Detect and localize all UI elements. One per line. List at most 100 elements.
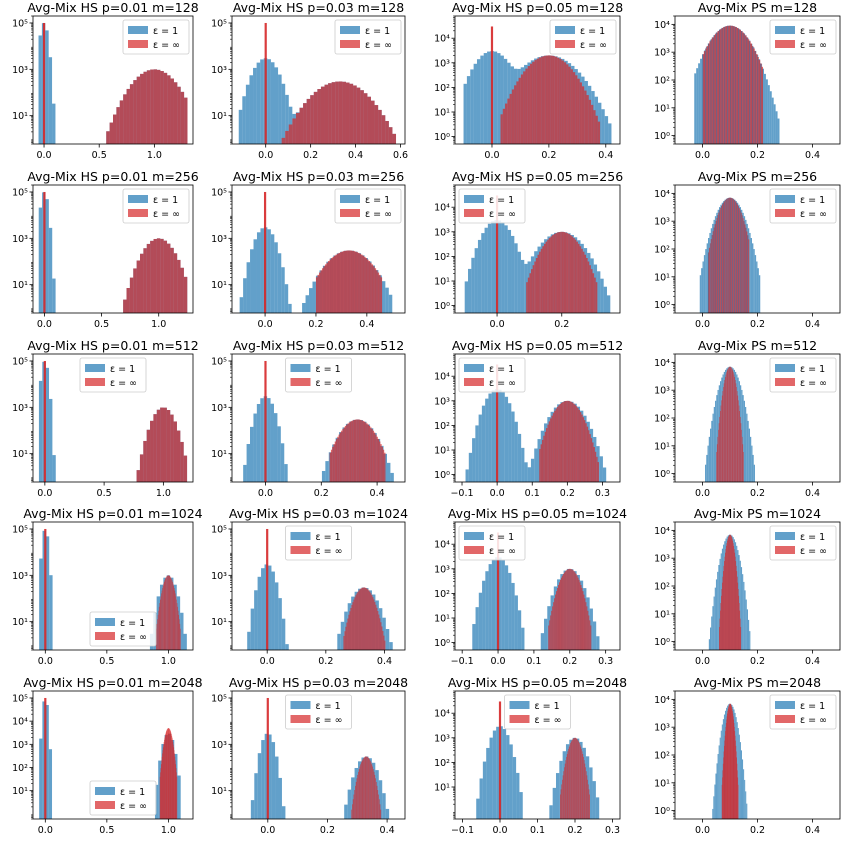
bar-epsinf — [556, 406, 559, 482]
bar-epsinf — [180, 628, 181, 650]
bar-eps1 — [488, 393, 492, 482]
bar-eps1 — [271, 742, 276, 819]
x-tick-label: 0.0 — [492, 825, 507, 836]
x-tick-label: 0.2 — [320, 825, 335, 836]
bar-epsinf — [157, 614, 159, 650]
bar-epsinf — [743, 33, 746, 144]
bar-epsinf — [523, 71, 526, 144]
x-tick-label: 0.0 — [37, 488, 52, 499]
bar-epsinf — [339, 432, 342, 482]
subplot-1: Avg-Mix HS p=0.01 m=128 0.0 0.5 1.0 10¹ 10³ 10… — [12, 0, 199, 161]
bar-epsinf — [168, 728, 169, 819]
subplot-13: Avg-Mix HS p=0.01 m=1024 0.0 0.5 1.0 10¹ 10³ 1… — [12, 506, 203, 667]
bar-epsinf — [738, 400, 739, 482]
bar-eps1 — [486, 747, 490, 819]
bar-epsinf — [586, 257, 588, 313]
bar-eps1 — [600, 278, 604, 313]
bar-epsinf — [364, 756, 366, 819]
bar-epsinf — [721, 400, 722, 482]
bar-epsinf — [166, 729, 168, 819]
bar-epsinf — [367, 424, 369, 482]
bar-epsinf — [357, 591, 359, 650]
bar-eps1 — [719, 737, 721, 819]
x-tick-label: −0.1 — [451, 656, 474, 667]
y-tick-label: 10⁰ — [654, 637, 670, 648]
bar-eps1 — [177, 775, 181, 819]
bar-epsinf — [543, 435, 545, 482]
bar-epsinf — [570, 401, 572, 482]
bar-eps1 — [38, 35, 42, 144]
bar-epsinf — [569, 401, 571, 482]
bar-epsinf — [180, 91, 185, 144]
legend-label-eps1: ε = 1 — [800, 701, 825, 712]
legend-label-eps1: ε = 1 — [365, 26, 390, 37]
bar-stripe — [754, 51, 756, 144]
legend-swatch-epsinf — [464, 546, 484, 554]
bar-epsinf — [170, 576, 171, 650]
bar-epsinf — [590, 438, 593, 482]
bar-epsinf — [754, 51, 757, 144]
bar-epsinf — [720, 207, 722, 313]
bar-epsinf — [731, 707, 733, 819]
bar-epsinf — [529, 273, 532, 313]
bar-epsinf — [595, 115, 598, 144]
bar-epsinf — [570, 569, 572, 650]
bar-epsinf — [548, 421, 551, 482]
bar-epsinf — [361, 254, 363, 313]
legend-swatch-epsinf — [128, 209, 148, 217]
bar-epsinf — [348, 614, 350, 650]
spike-epsinf — [42, 22, 46, 144]
y-tick-label: 10⁵ — [12, 187, 28, 198]
bar-eps1 — [325, 461, 329, 482]
bar-eps1 — [154, 784, 159, 819]
bar-epsinf — [597, 121, 601, 144]
bar-epsinf — [373, 599, 375, 650]
bar-epsinf — [505, 103, 508, 144]
bar-epsinf — [717, 436, 719, 482]
axes-frame — [32, 184, 194, 314]
bar-eps1 — [476, 59, 481, 145]
bar-eps1 — [710, 428, 712, 482]
bar-epsinf — [160, 407, 164, 482]
legend-label-eps1: ε = 1 — [365, 195, 390, 206]
bar-epsinf — [179, 619, 180, 650]
bar-epsinf — [728, 707, 729, 819]
bar-epsinf — [168, 728, 170, 819]
bar-eps1 — [740, 567, 743, 650]
bar-epsinf — [169, 728, 170, 819]
bar-epsinf — [359, 766, 361, 819]
bar-epsinf — [133, 80, 137, 144]
bar-eps1 — [382, 793, 386, 819]
bar-epsinf — [742, 218, 744, 313]
x-tick-label: −0.1 — [450, 488, 473, 499]
bar-epsinf — [568, 234, 570, 313]
bar-epsinf — [569, 235, 572, 313]
bar-epsinf — [153, 414, 157, 482]
legend: ε = 1 ε = ∞ — [549, 19, 617, 55]
bar-eps1 — [243, 278, 247, 313]
x-tick-label: 1.0 — [161, 656, 176, 667]
legend-label-epsinf: ε = ∞ — [153, 40, 180, 51]
bar-epsinf — [162, 750, 164, 819]
bar-eps1 — [519, 792, 523, 819]
bar-epsinf — [358, 769, 360, 819]
subplot-title: Avg-Mix HS p=0.03 m=512 — [233, 338, 404, 353]
bar-epsinf — [346, 424, 348, 482]
bar-epsinf — [177, 86, 181, 144]
bar-epsinf — [580, 585, 582, 650]
x-tick-label: 1.0 — [151, 319, 166, 330]
bar-epsinf — [333, 444, 335, 482]
bar-epsinf — [733, 545, 735, 650]
bar-epsinf — [554, 410, 556, 482]
bar-epsinf — [288, 124, 293, 144]
bar-epsinf — [579, 744, 581, 819]
bar-epsinf — [328, 83, 332, 144]
bar-eps1 — [753, 464, 755, 482]
legend-label-eps1: ε = 1 — [316, 701, 341, 712]
bar-epsinf — [352, 602, 354, 650]
bar-epsinf — [529, 63, 533, 145]
bar-epsinf — [576, 738, 578, 819]
bar-epsinf — [380, 809, 382, 819]
bar-epsinf — [537, 254, 540, 313]
bar-eps1 — [501, 560, 505, 650]
